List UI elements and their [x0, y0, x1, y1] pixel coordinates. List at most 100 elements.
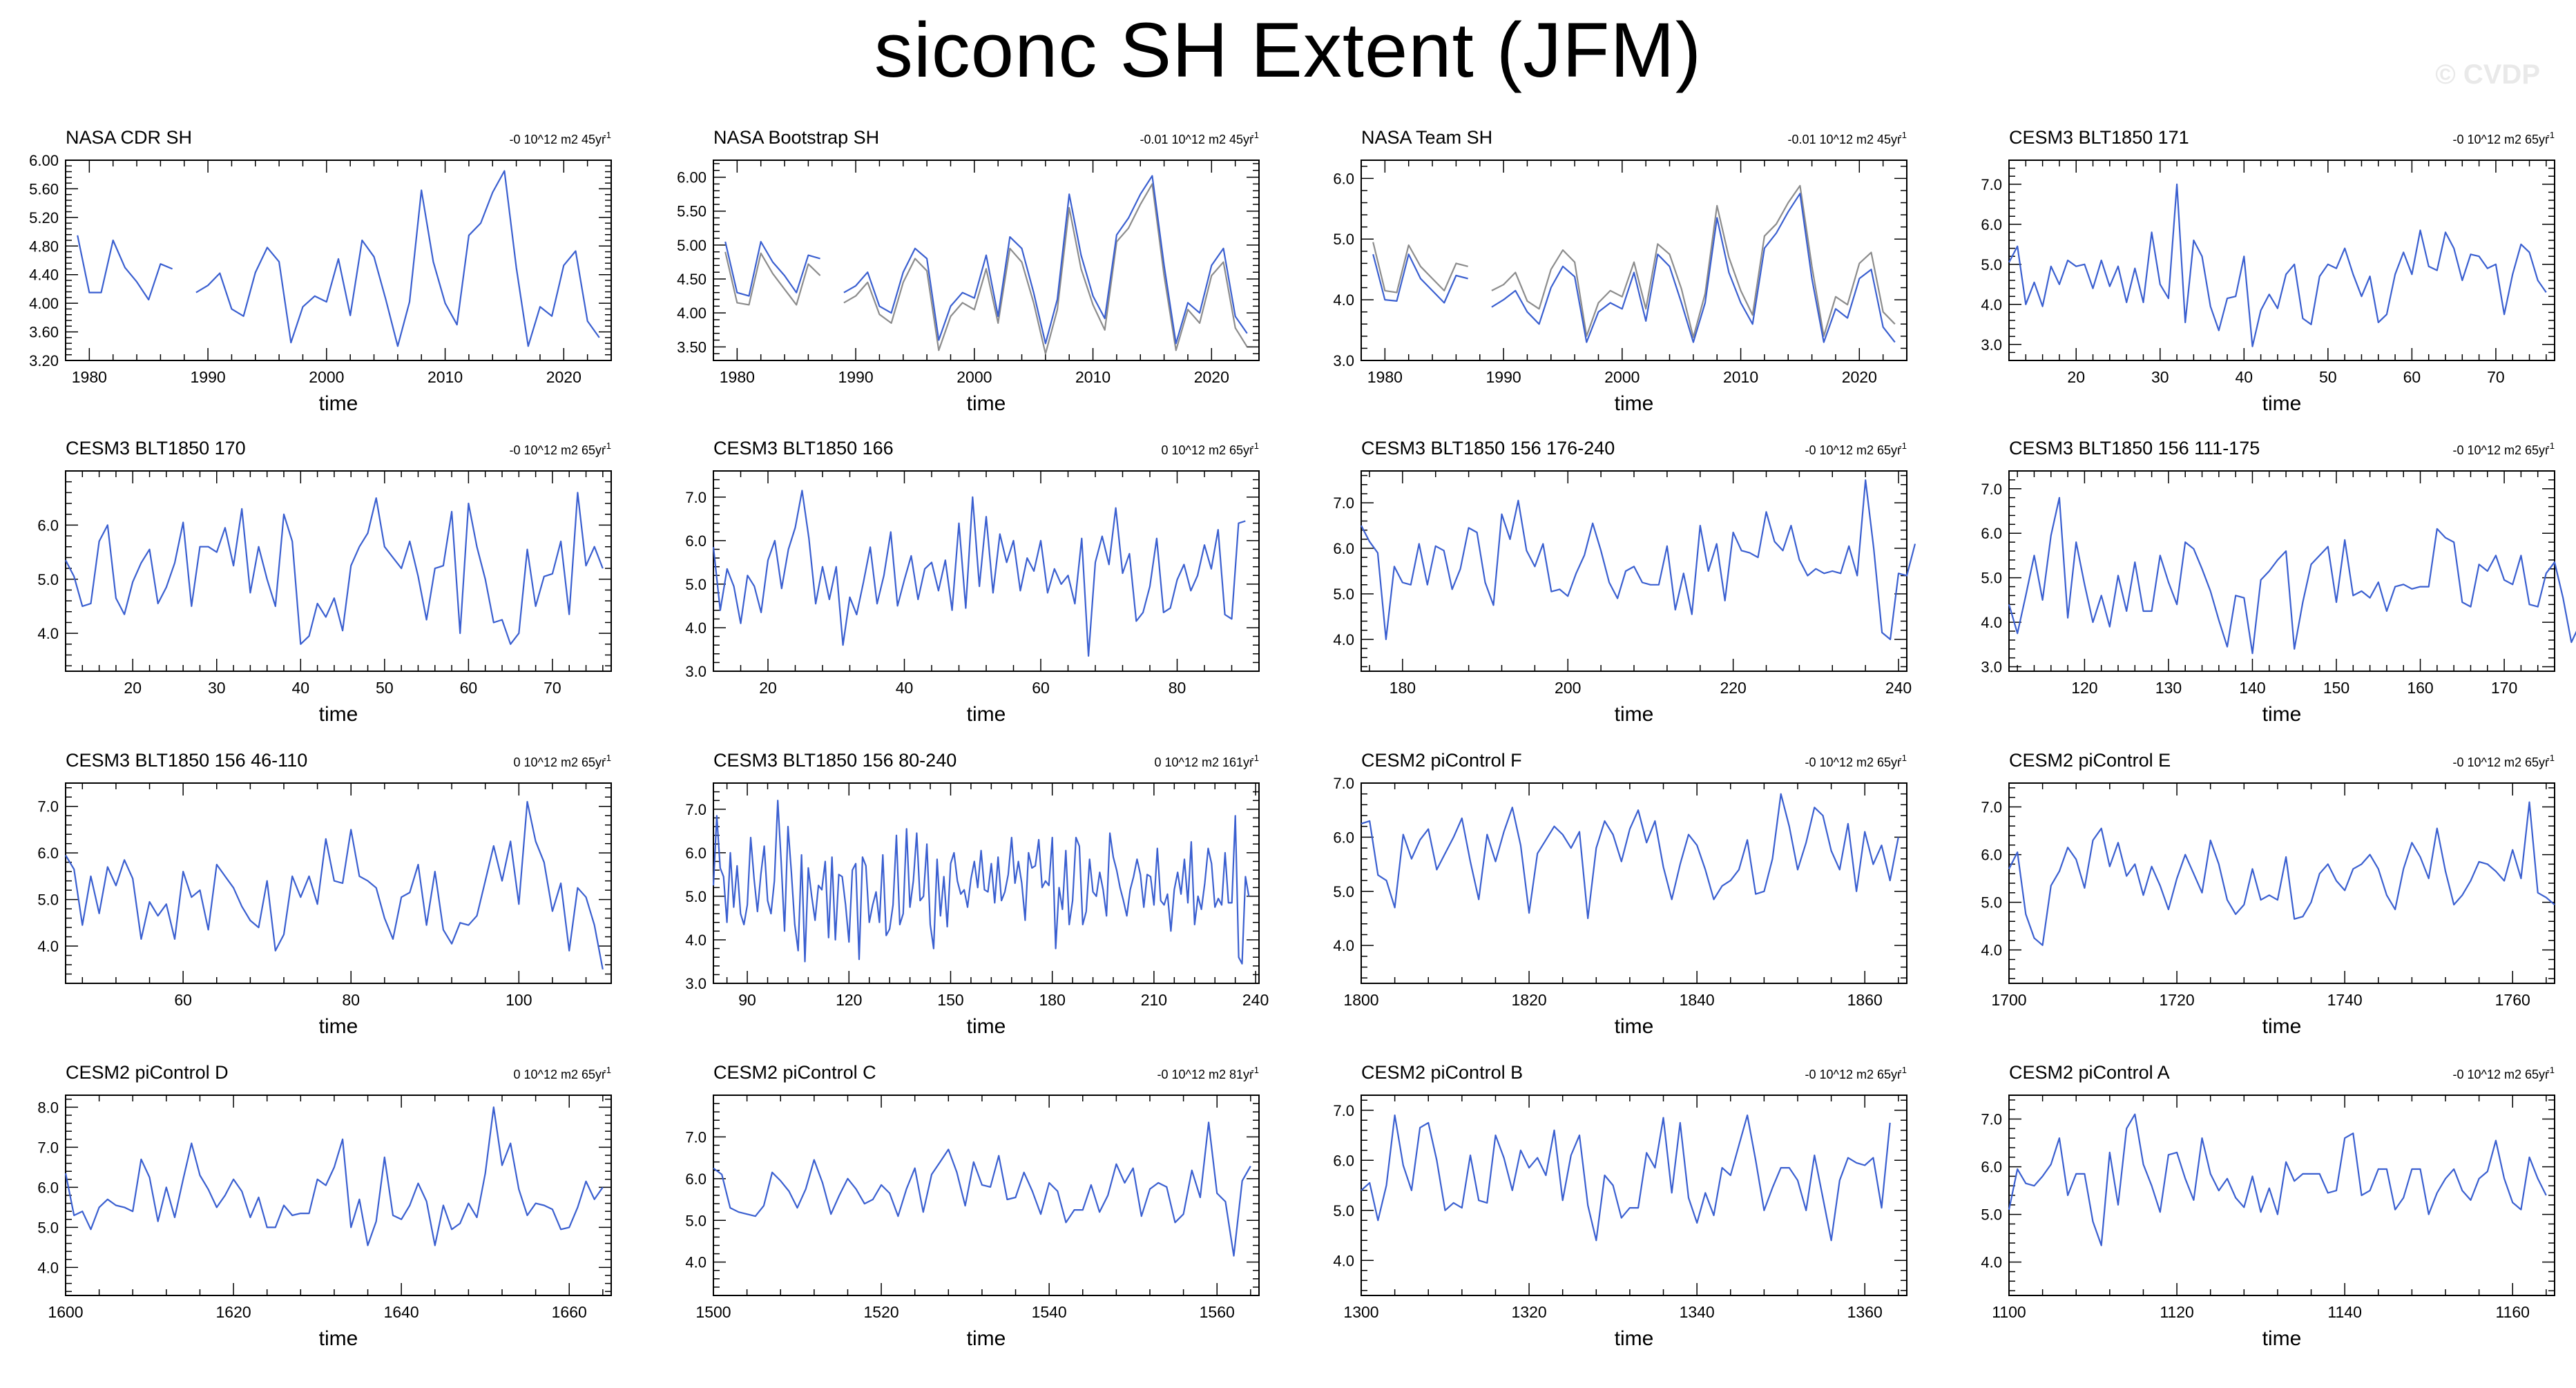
- panel: NASA Team SH -0.01 10^12 m2 45yr-1 1980 199…: [1333, 127, 1907, 415]
- panel: CESM2 piControl C -0 10^12 m2 81yr-1 1500 1…: [685, 1062, 1260, 1350]
- x-tick-label: 210: [1141, 991, 1167, 1009]
- panel: CESM2 piControl F -0 10^12 m2 65yr-1 1800 1…: [1333, 750, 1907, 1038]
- x-tick-label: 1360: [1847, 1303, 1883, 1321]
- y-tick-label: 4.0: [37, 625, 59, 642]
- trend-superscript: -1: [1251, 130, 1259, 140]
- x-tick-label: 240: [1885, 679, 1912, 697]
- series-line-primary: [65, 492, 604, 645]
- x-tick-label: 2000: [1604, 368, 1640, 386]
- x-tick-label: 240: [1242, 991, 1269, 1009]
- y-tick-label: 4.0: [37, 938, 59, 955]
- x-axis-label: time: [319, 392, 358, 415]
- x-tick-label: 80: [342, 991, 360, 1009]
- y-tick-label: 5.0: [37, 571, 59, 588]
- y-tick-label: 5.0: [37, 891, 59, 909]
- x-tick-label: 1720: [2159, 991, 2194, 1009]
- panel: CESM3 BLT1850 156 111-175 -0 10^12 m2 65y…: [1981, 438, 2576, 726]
- y-tick-label: 5.0: [1981, 894, 2002, 912]
- y-tick-label: 6.0: [1333, 170, 1354, 187]
- y-tick-label: 7.0: [1333, 775, 1354, 792]
- y-tick-label: 5.0: [37, 1219, 59, 1236]
- trend-label: -0.01 10^12 m2 45yr: [1787, 133, 1901, 146]
- series-line-primary: [712, 490, 1246, 657]
- plot-frame: [713, 470, 1260, 672]
- plot-frame: [2008, 782, 2555, 984]
- x-tick-label: 80: [1169, 679, 1186, 697]
- y-tick-label: 5.0: [1333, 1202, 1354, 1220]
- x-axis-label: time: [319, 703, 358, 726]
- y-tick-label: 4.0: [1981, 296, 2002, 314]
- x-tick-label: 20: [2067, 368, 2085, 386]
- x-tick-label: 100: [506, 991, 532, 1009]
- panel: CESM3 BLT1850 170 -0 10^12 m2 65yr-1 20 30 4…: [37, 438, 612, 726]
- series-line-primary: [712, 800, 1250, 965]
- y-tick-label: 6.0: [685, 532, 707, 550]
- trend-superscript: -1: [2546, 130, 2555, 140]
- x-axis-label: time: [319, 1015, 358, 1038]
- x-tick-label: 1700: [1991, 991, 2026, 1009]
- y-tick-label: 4.0: [1333, 937, 1354, 954]
- y-tick-label: 7.0: [37, 798, 59, 816]
- y-tick-label: 8.0: [37, 1099, 59, 1116]
- y-tick-label: 6.0: [37, 517, 59, 534]
- y-tick-label: 5.20: [29, 209, 59, 226]
- y-tick-label: 4.0: [1981, 614, 2002, 631]
- x-tick-label: 2000: [309, 368, 344, 386]
- y-tick-label: 6.0: [1333, 829, 1354, 846]
- x-tick-label: 2020: [1842, 368, 1877, 386]
- x-tick-label: 70: [544, 679, 561, 697]
- y-tick-label: 6.0: [37, 845, 59, 862]
- y-tick-label: 4.00: [677, 305, 707, 322]
- x-tick-label: 150: [2323, 679, 2349, 697]
- x-tick-label: 180: [1390, 679, 1416, 697]
- x-tick-label: 40: [292, 679, 310, 697]
- trend-superscript: -1: [1251, 753, 1259, 763]
- y-tick-label: 4.80: [29, 238, 59, 255]
- y-tick-label: 7.0: [1333, 494, 1354, 512]
- panel: CESM2 piControl D 0 10^12 m2 65yr-1 1600 16…: [37, 1062, 612, 1350]
- panel: CESM3 BLT1850 156 176-240 -0 10^12 m2 65y…: [1333, 438, 1916, 726]
- x-tick-label: 1560: [1200, 1303, 1235, 1321]
- y-tick-label: 5.0: [1981, 256, 2002, 273]
- x-tick-label: 1820: [1511, 991, 1546, 1009]
- trend-superscript: -1: [1899, 130, 1907, 140]
- trend-superscript: -1: [603, 130, 611, 140]
- series-line-primary: [724, 175, 1248, 345]
- plot-frame: [65, 470, 612, 672]
- y-tick-label: 3.0: [1981, 659, 2002, 676]
- trend-label: -0.01 10^12 m2 45yr: [1140, 133, 1253, 146]
- y-tick-label: 3.20: [29, 352, 59, 369]
- trend-label: 0 10^12 m2 161yr: [1154, 755, 1253, 769]
- panel-title: NASA CDR SH: [66, 127, 192, 148]
- y-tick-label: 4.0: [1333, 1252, 1354, 1269]
- x-tick-label: 160: [2407, 679, 2433, 697]
- x-tick-label: 40: [2236, 368, 2253, 386]
- x-tick-label: 1800: [1343, 991, 1378, 1009]
- y-tick-label: 4.50: [677, 271, 707, 288]
- trend-label: -0 10^12 m2 65yr: [2452, 1068, 2549, 1081]
- x-tick-label: 1320: [1511, 1303, 1546, 1321]
- y-tick-label: 6.0: [37, 1179, 59, 1196]
- panel-title: CESM3 BLT1850 156 80-240: [713, 750, 957, 771]
- series-line-primary: [2008, 497, 2576, 655]
- panel: CESM2 piControl B -0 10^12 m2 65yr-1 1300 1…: [1333, 1062, 1907, 1350]
- x-tick-label: 20: [759, 679, 777, 697]
- series-line-primary: [713, 1121, 1251, 1257]
- x-axis-label: time: [2262, 1327, 2302, 1350]
- x-axis-label: time: [1615, 392, 1654, 415]
- plot-frame: [713, 1095, 1260, 1296]
- x-axis-label: time: [967, 392, 1006, 415]
- series-line-secondary: [724, 183, 1248, 355]
- x-tick-label: 1140: [2327, 1303, 2361, 1321]
- x-tick-label: 170: [2491, 679, 2517, 697]
- y-tick-label: 3.60: [29, 324, 59, 341]
- panel-title: CESM2 piControl F: [1361, 750, 1522, 771]
- series-line-primary: [1372, 193, 1896, 343]
- x-axis-label: time: [967, 1015, 1006, 1038]
- y-tick-label: 6.0: [685, 1170, 707, 1188]
- y-tick-label: 3.50: [677, 338, 707, 356]
- x-axis-label: time: [967, 1327, 1006, 1350]
- trend-label: -0 10^12 m2 65yr: [1805, 755, 1901, 769]
- x-tick-label: 1640: [384, 1303, 419, 1321]
